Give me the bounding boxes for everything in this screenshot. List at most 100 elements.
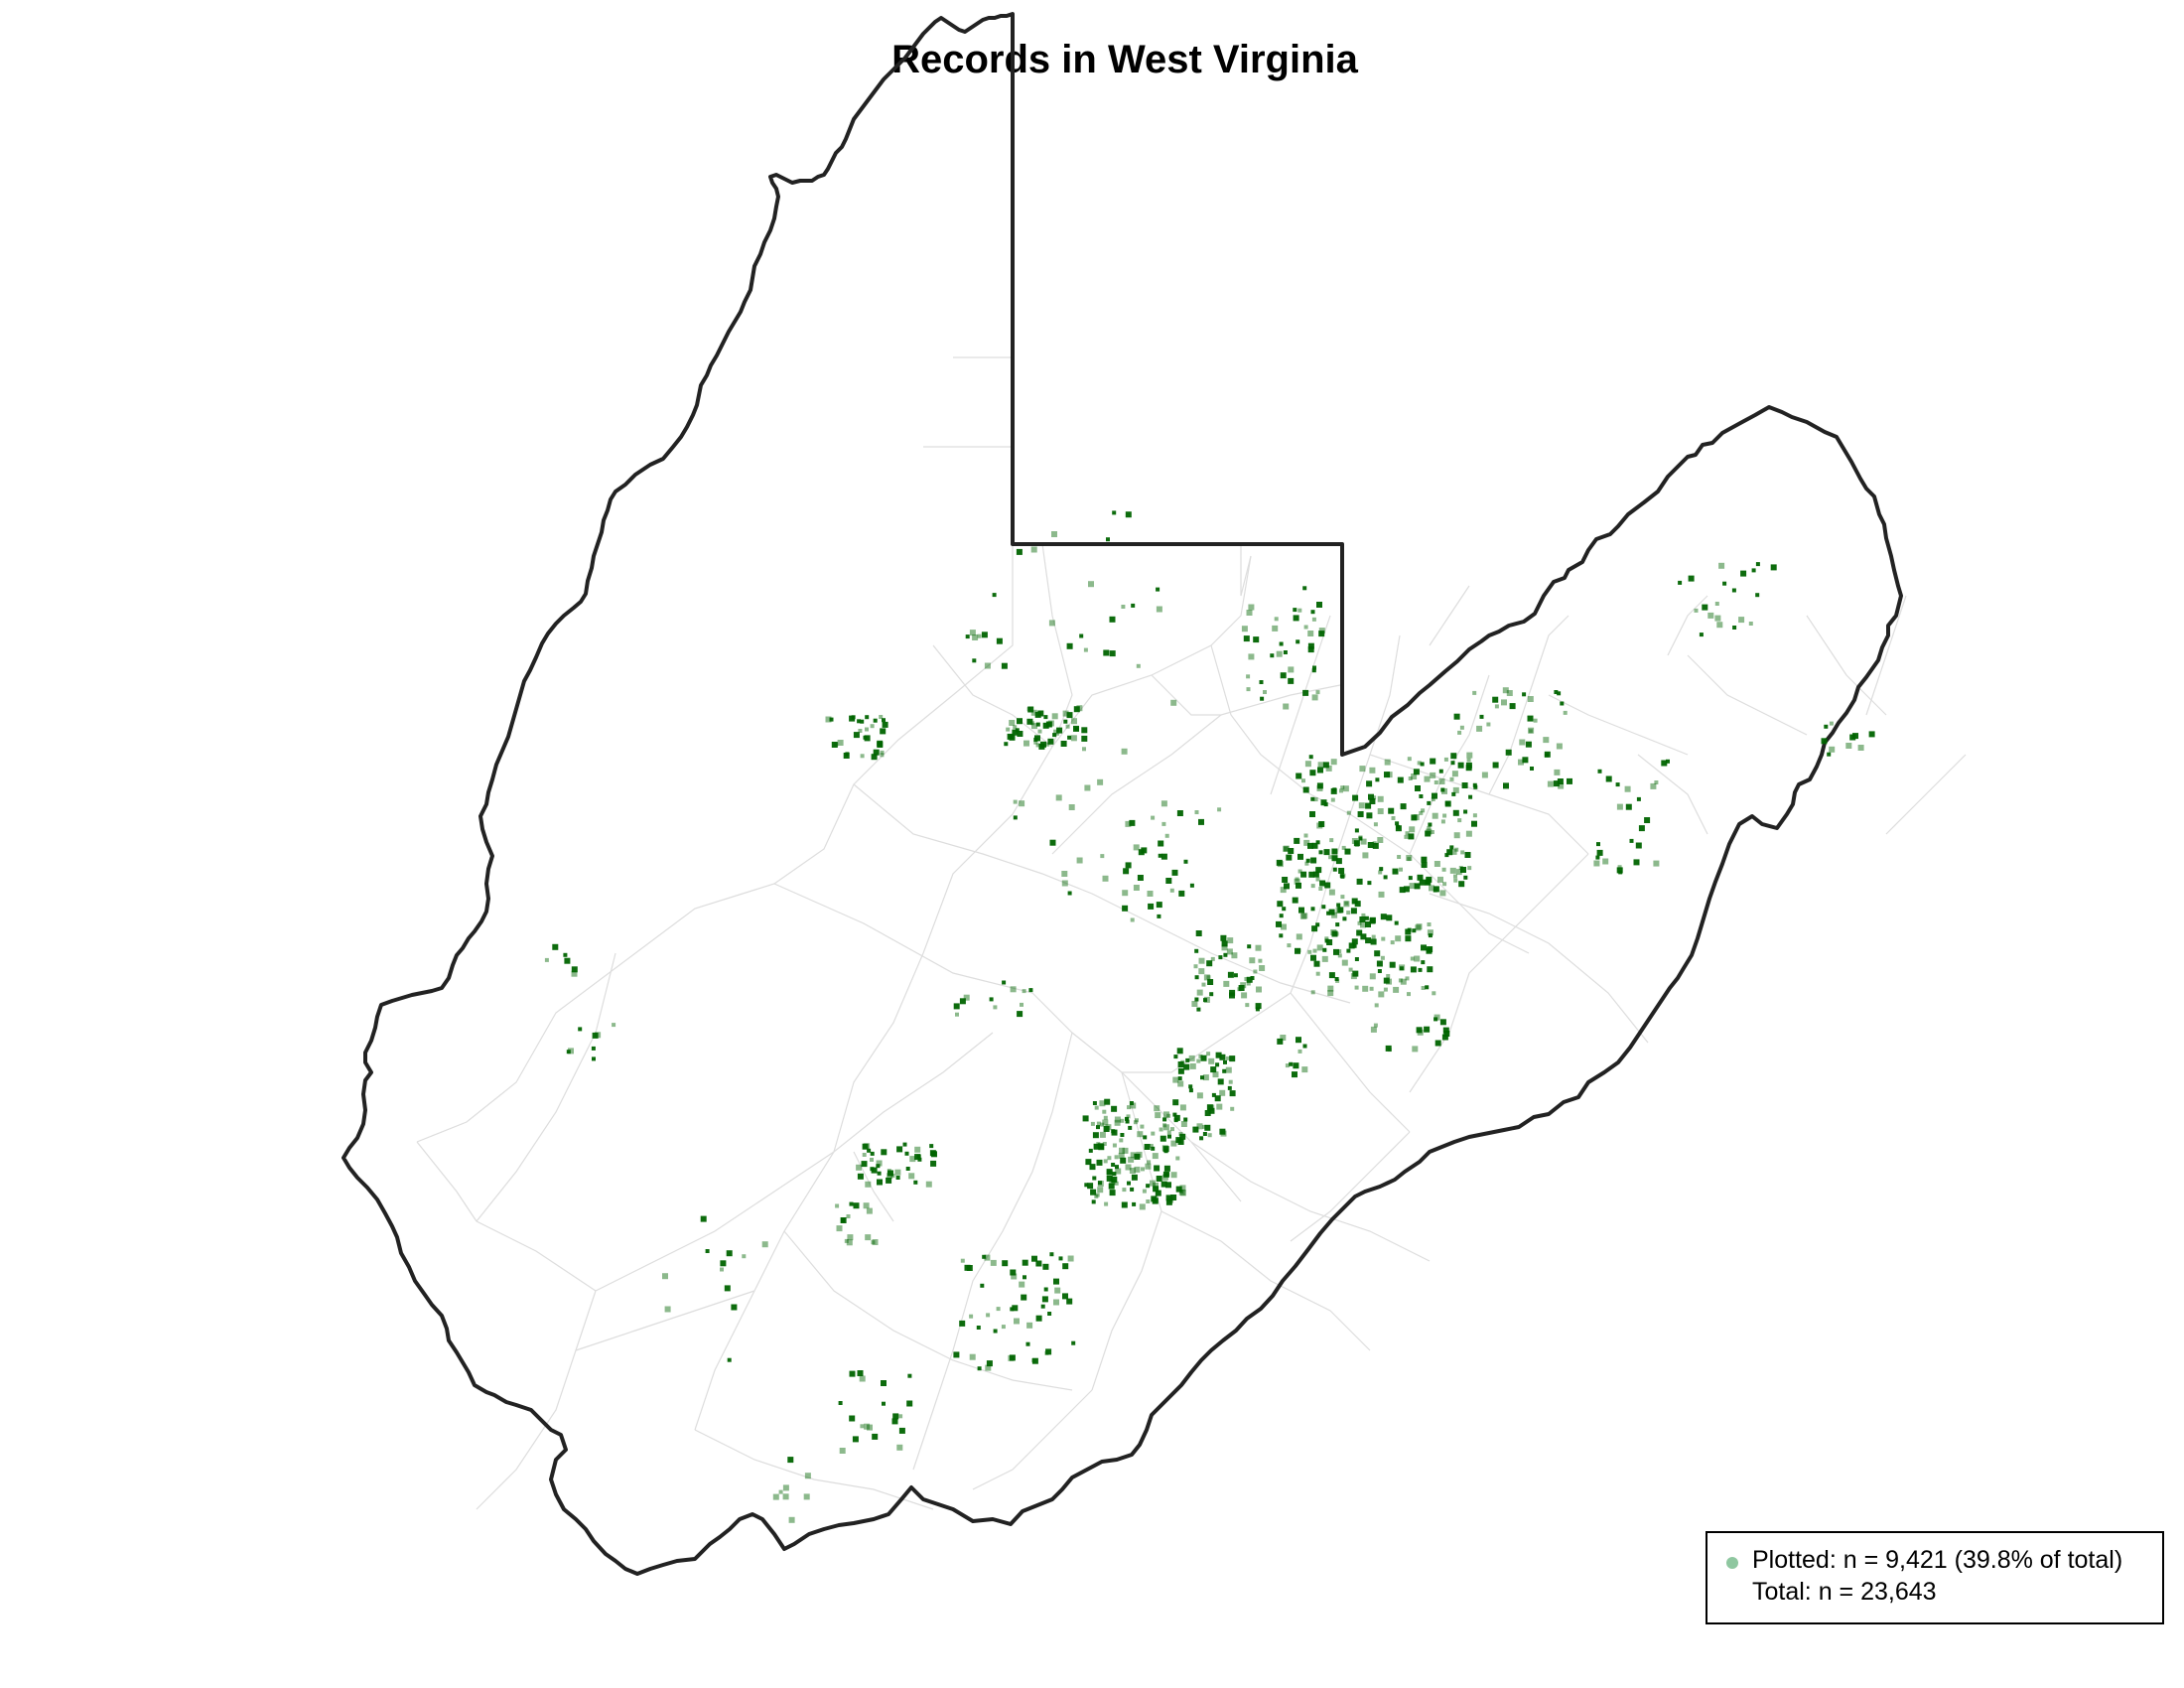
record-point [1315, 840, 1320, 845]
record-point [1311, 617, 1316, 622]
record-point [1503, 782, 1509, 789]
record-point [858, 729, 863, 733]
record-point [873, 749, 880, 756]
record-point [891, 1418, 898, 1425]
record-point [1194, 810, 1199, 814]
record-point [1207, 1133, 1212, 1138]
record-point [1091, 1199, 1096, 1204]
record-point [1369, 986, 1374, 991]
record-point [1359, 766, 1366, 773]
record-point [1188, 1088, 1193, 1093]
record-point [1012, 729, 1019, 736]
record-point [1270, 653, 1275, 658]
record-point [1035, 1315, 1042, 1322]
record-point [1284, 883, 1290, 890]
record-point [1150, 1180, 1156, 1187]
record-point [1313, 960, 1320, 967]
record-point [1106, 1175, 1113, 1182]
record-point [1049, 839, 1056, 846]
record-point [1021, 1294, 1027, 1301]
record-point [1097, 1187, 1104, 1194]
record-point [1330, 797, 1335, 802]
record-point [1125, 1164, 1132, 1171]
record-point [867, 1424, 873, 1431]
record-point [984, 1254, 991, 1261]
record-point [1461, 782, 1468, 788]
record-point [1406, 855, 1413, 861]
record-point [724, 1285, 731, 1292]
record-point [1185, 1057, 1190, 1062]
record-point [1310, 884, 1315, 889]
record-point [1276, 650, 1283, 657]
record-point [1156, 606, 1162, 613]
record-point [1202, 1074, 1209, 1081]
record-point [1132, 1201, 1137, 1206]
record-point [1056, 727, 1063, 734]
record-point [1318, 850, 1323, 855]
record-point [1131, 1174, 1138, 1181]
record-point [1318, 631, 1325, 637]
record-point [1109, 616, 1116, 623]
record-point [1310, 954, 1316, 961]
record-point [1438, 769, 1443, 774]
record-point [1472, 813, 1477, 818]
record-point [1328, 855, 1333, 860]
record-point [1127, 1181, 1131, 1186]
record-point [1755, 562, 1760, 567]
record-point [788, 1516, 795, 1523]
record-point [1241, 992, 1248, 999]
record-point [1154, 1105, 1160, 1112]
record-point [864, 1423, 871, 1430]
record-point [742, 1254, 747, 1259]
record-point [1616, 803, 1623, 810]
record-point [1139, 1203, 1146, 1210]
record-point [1367, 842, 1374, 848]
record-point [1425, 881, 1430, 886]
record-point [1369, 767, 1376, 774]
record-point [1335, 858, 1342, 865]
record-point [1419, 879, 1426, 886]
record-point [1522, 757, 1529, 764]
record-point [1333, 948, 1339, 955]
record-point [1272, 625, 1279, 632]
record-point [1067, 891, 1072, 896]
record-point [1554, 769, 1561, 775]
record-point [1451, 791, 1456, 796]
record-point [1142, 1189, 1147, 1194]
record-point [1352, 794, 1359, 801]
record-point [1751, 568, 1756, 573]
record-point [876, 1164, 881, 1169]
record-point [1282, 907, 1287, 912]
record-point [1073, 706, 1080, 713]
record-point [1486, 722, 1491, 727]
record-point [1481, 772, 1488, 778]
record-point [1109, 1190, 1116, 1196]
record-point [1383, 875, 1388, 880]
record-point [1160, 1135, 1166, 1142]
record-point [1035, 1260, 1042, 1267]
record-point [1464, 852, 1471, 858]
record-point [1153, 1186, 1160, 1193]
record-point [1162, 1123, 1167, 1128]
record-point [1379, 867, 1384, 872]
record-point [1164, 1173, 1169, 1178]
record-point [1154, 1165, 1160, 1172]
record-point [1165, 878, 1172, 884]
record-point [1442, 1027, 1449, 1034]
record-point [1433, 780, 1438, 784]
record-point [1102, 1142, 1107, 1146]
record-point [1829, 746, 1836, 753]
record-point [1227, 971, 1234, 978]
record-point [1206, 975, 1211, 980]
record-point [1374, 950, 1381, 957]
record-point [1433, 1014, 1440, 1021]
record-point [1381, 936, 1386, 941]
record-point [1358, 836, 1363, 841]
record-point [1494, 704, 1499, 709]
record-point [989, 997, 994, 1002]
record-point [1114, 1181, 1119, 1186]
record-point [959, 998, 966, 1005]
record-point [1128, 1125, 1133, 1130]
record-point [1430, 758, 1436, 765]
